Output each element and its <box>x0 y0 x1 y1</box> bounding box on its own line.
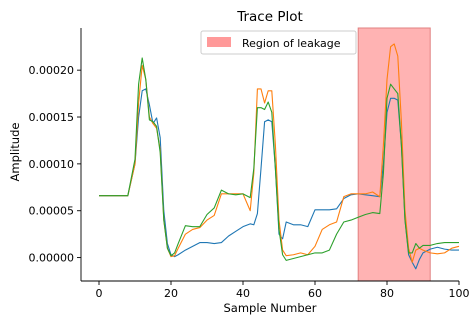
legend: Region of leakage <box>200 30 357 55</box>
x-tick-label: 40 <box>236 287 250 300</box>
y-axis-ticks: 0.00000 0.00005 0.00010 0.00015 0.00020 <box>29 64 81 265</box>
legend-swatch-region <box>207 37 231 47</box>
y-axis-label: Amplitude <box>8 123 22 182</box>
y-tick-label: 0.00000 <box>29 252 75 265</box>
y-tick-label: 0.00020 <box>29 64 75 77</box>
y-tick-label: 0.00015 <box>29 111 75 124</box>
x-tick-label: 80 <box>380 287 394 300</box>
plot-area <box>99 27 460 282</box>
y-tick-label: 0.00010 <box>29 158 75 171</box>
x-tick-label: 20 <box>164 287 178 300</box>
legend-label-region: Region of leakage <box>242 37 341 50</box>
chart-title: Trace Plot <box>236 9 303 25</box>
x-tick-label: 0 <box>96 287 103 300</box>
x-tick-label: 60 <box>308 287 322 300</box>
x-axis-label: Sample Number <box>224 301 317 315</box>
x-tick-label: 100 <box>449 287 470 300</box>
y-tick-label: 0.00005 <box>29 205 75 218</box>
series-line-3 <box>99 57 459 261</box>
legend-frame <box>200 30 357 55</box>
x-axis-ticks: 0 20 40 60 80 100 <box>96 281 470 300</box>
region-of-leakage <box>357 27 431 282</box>
